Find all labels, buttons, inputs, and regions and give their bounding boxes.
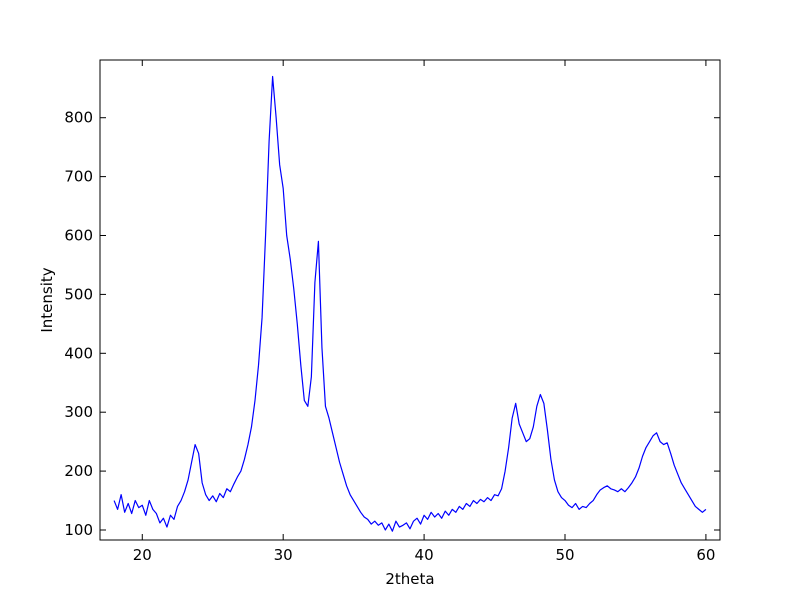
x-tick-label: 30 <box>274 546 293 564</box>
x-tick-label: 50 <box>555 546 574 564</box>
y-axis-label: Intensity <box>38 267 56 332</box>
y-tick-label: 500 <box>64 285 93 303</box>
y-tick-label: 300 <box>64 403 93 421</box>
y-tick-label: 100 <box>64 521 93 539</box>
y-tick-label: 400 <box>64 344 93 362</box>
y-tick-label: 800 <box>64 109 93 127</box>
plot-frame <box>99 59 721 541</box>
y-tick-label: 600 <box>64 227 93 245</box>
y-tick-label: 700 <box>64 168 93 186</box>
x-tick-label: 40 <box>415 546 434 564</box>
data-line <box>113 75 707 532</box>
y-tick-label: 200 <box>64 462 93 480</box>
x-tick-label: 20 <box>133 546 152 564</box>
x-tick-label: 60 <box>696 546 715 564</box>
x-axis-label: 2theta <box>385 570 434 588</box>
